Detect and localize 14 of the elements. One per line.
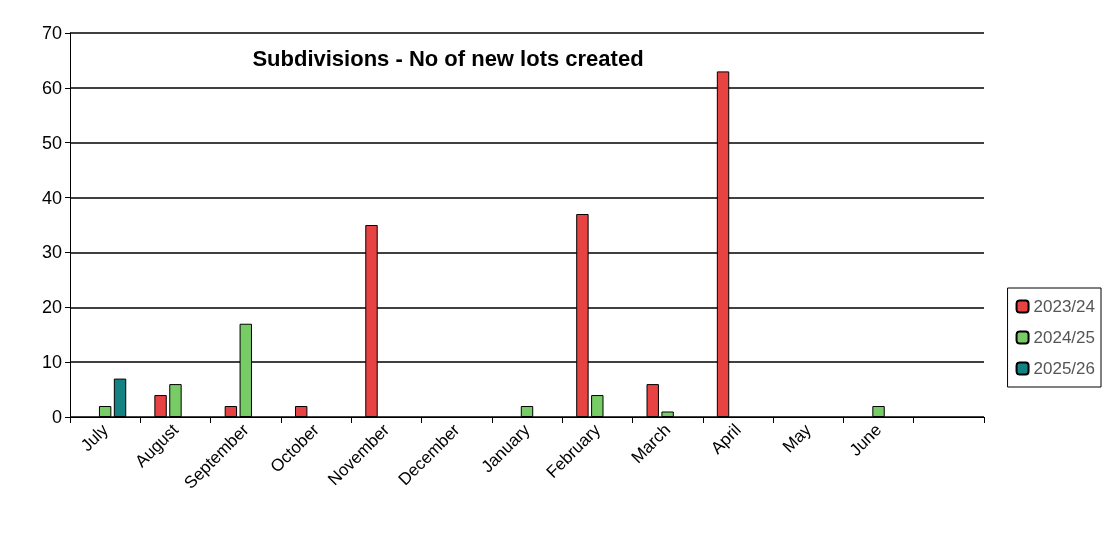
y-tick-label: 60 [41,77,62,98]
y-tick-label: 20 [41,297,62,318]
text: Subdivisions - No of new lots created [252,45,644,71]
y-tick-label: 50 [41,132,62,153]
x-tick-label: July [77,419,113,456]
legend-label: 2025/26 [1033,359,1095,378]
legend-label: 2024/25 [1033,328,1095,347]
y-tick-label: 0 [51,407,62,427]
y-tick-label: 70 [41,23,62,43]
y-tick-label: 10 [41,352,62,373]
x-tick-label: May [778,419,816,457]
y-tick-label: 40 [41,187,62,208]
y-tick-label: 30 [41,242,62,263]
legend-label: 2023/24 [1033,297,1095,316]
